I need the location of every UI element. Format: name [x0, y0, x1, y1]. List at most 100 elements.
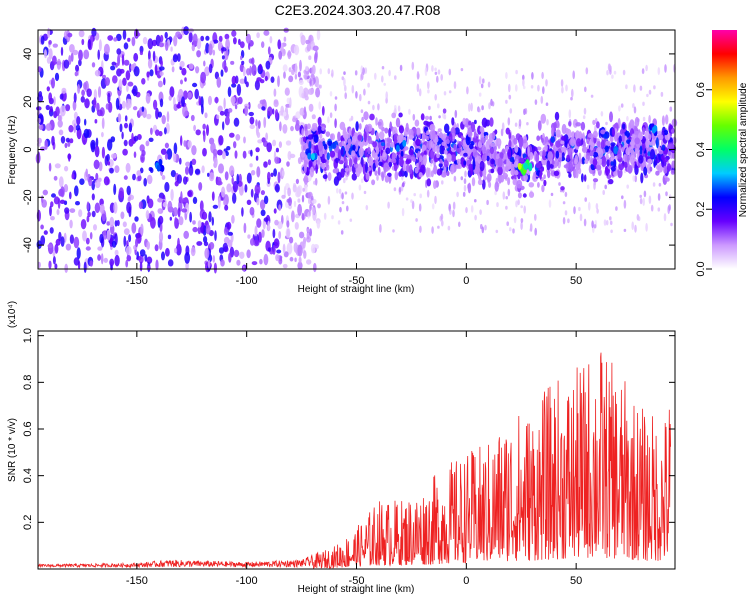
snr-trace — [37, 352, 671, 570]
spectrogram-cell — [481, 226, 485, 234]
spectrogram-hotspot — [311, 153, 315, 161]
spectrogram-cell — [424, 115, 430, 120]
spectrogram-cell — [367, 156, 374, 166]
spectrogram-cell — [671, 118, 678, 128]
spectrogram-cell — [393, 187, 397, 192]
spectrogram-cell — [170, 170, 176, 178]
spectrogram-cell — [374, 170, 378, 176]
spectrogram-cell — [146, 71, 150, 78]
spectrogram-cell — [222, 151, 226, 160]
spectrogram-cell — [263, 30, 270, 36]
spectrogram-cell — [487, 81, 491, 88]
spectrogram-cell — [374, 72, 377, 80]
spectrogram-cell — [223, 97, 226, 110]
spectrogram-cell — [120, 211, 125, 220]
spectrogram-cell — [64, 165, 69, 172]
spectrogram-cell — [287, 150, 292, 161]
spectrogram-cell — [313, 262, 317, 273]
spectrogram-cell — [513, 216, 517, 224]
spectrogram-cell — [642, 127, 645, 136]
spectrogram-cell — [225, 151, 229, 157]
spectrogram-cell — [584, 197, 587, 202]
spectrogram-cell — [125, 245, 132, 256]
spectrogram-cell — [520, 218, 524, 223]
spectrogram-cell — [71, 173, 75, 180]
spectrogram-cell — [367, 135, 372, 145]
spectrogram-cell — [64, 142, 68, 149]
spectrogram-cell — [133, 66, 140, 77]
spectrogram-cell — [204, 66, 210, 77]
spectrogram-cell — [117, 54, 121, 67]
spectrogram-cell — [282, 243, 286, 254]
spectrogram-cell — [167, 200, 173, 213]
spectrogram-cell — [446, 170, 450, 176]
spectrogram-cell — [282, 124, 288, 134]
spectrogram-cell — [515, 69, 518, 75]
spectrogram-cell — [109, 167, 114, 174]
spectrogram-cell — [230, 96, 236, 104]
spectrogram-cell — [68, 153, 71, 162]
spectrogram-cell — [227, 231, 233, 236]
spectrogram-cell — [58, 176, 64, 188]
spectrogram-cell — [213, 262, 217, 274]
spectrogram-cell — [578, 131, 583, 141]
spectrogram-cell — [440, 171, 447, 178]
spectrogram-cell — [496, 138, 502, 147]
spectrogram-cell — [622, 69, 626, 76]
y-tick-label: 0 — [22, 146, 34, 152]
spectrogram-cell — [313, 134, 319, 144]
spectrogram-cell — [430, 149, 434, 160]
spectrogram-cell — [639, 194, 642, 198]
spectrogram-cell — [239, 78, 245, 84]
spectrogram-cell — [46, 56, 52, 64]
spectrogram-cell — [232, 180, 238, 193]
spectrogram-cell — [422, 154, 427, 165]
spectrogram-cell — [91, 193, 95, 201]
spectrogram-cell — [544, 143, 548, 152]
spectrogram-cell — [126, 255, 132, 262]
spectrogram-cell — [127, 98, 132, 109]
spectrogram-hotspot — [156, 164, 161, 172]
spectrogram-cell — [667, 150, 672, 156]
spectrogram-cell — [297, 244, 303, 257]
spectrogram-cell — [610, 166, 616, 172]
spectrogram-cell — [411, 200, 415, 210]
x-tick-label: -50 — [349, 275, 365, 287]
spectrogram-cell — [646, 163, 652, 174]
spectrogram-cell — [604, 184, 607, 190]
spectrogram-cell — [585, 67, 589, 75]
spectrogram-cell — [386, 137, 390, 143]
spectrogram-cell — [127, 37, 131, 42]
spectrogram-cell — [239, 251, 245, 259]
spectrogram-cell — [74, 185, 79, 197]
spectrogram-cell — [231, 214, 235, 224]
spectrogram-cell — [63, 184, 69, 193]
spectrogram-cell — [344, 157, 348, 167]
spectrogram-cell — [613, 171, 618, 177]
spectrogram-cell — [578, 152, 582, 160]
spectrogram-cell — [78, 49, 83, 61]
spectrogram-cell — [522, 79, 525, 87]
spectrogram-cell — [69, 191, 72, 200]
spectrogram-cell — [44, 139, 48, 150]
spectrogram-cell — [159, 34, 164, 43]
spectrogram-cell — [198, 182, 203, 191]
spectrogram-cell — [637, 216, 641, 222]
spectrogram-cell — [658, 150, 664, 155]
spectrogram-cell — [195, 129, 201, 136]
spectrogram-cell — [41, 195, 44, 204]
spectrogram-cell — [394, 105, 397, 110]
spectrogram-cell — [609, 111, 613, 123]
spectrogram-cell — [65, 104, 71, 112]
spectrogram-cell — [631, 133, 636, 142]
spectrogram-cell — [123, 228, 130, 236]
spectrogram-cell — [81, 89, 85, 97]
spectrogram-cell — [440, 74, 444, 81]
spectrogram-cell — [114, 165, 120, 174]
spectrogram-cell — [77, 84, 81, 94]
spectrogram-cell — [196, 38, 202, 50]
spectrogram-cell — [490, 142, 496, 147]
spectrogram-cell — [218, 135, 224, 146]
spectrogram-cell — [648, 133, 652, 141]
spectrogram-cell — [634, 175, 637, 183]
